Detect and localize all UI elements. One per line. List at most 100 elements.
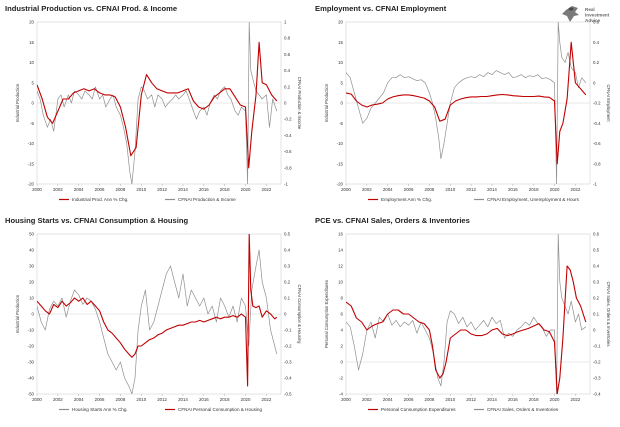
- y-left-tick-label: 50: [29, 232, 34, 237]
- plot-area: [345, 233, 591, 395]
- x-tick-label: 2020: [550, 397, 560, 402]
- x-tick-label: 2020: [241, 397, 251, 402]
- legend-label: Housing Starts Ann % Chg.: [72, 407, 128, 412]
- y-right-tick-label: 0.3: [284, 264, 291, 269]
- y-left-tick-label: -40: [28, 376, 35, 381]
- y-left-tick-label: 10: [338, 60, 343, 65]
- y-left-tick-label: 15: [29, 40, 34, 45]
- y-right-axis-label: CFNAI Sales, Orders & Inventories: [606, 282, 611, 347]
- y-right-tick-label: 0.6: [593, 20, 600, 25]
- y-right-tick-label: 0.2: [593, 60, 600, 65]
- y-right-tick-label: 0.5: [284, 232, 291, 237]
- x-tick-label: 2002: [362, 397, 372, 402]
- y-left-tick-label: -15: [28, 161, 35, 166]
- y-left-tick-label: -15: [337, 161, 344, 166]
- y-right-tick-label: -0.6: [593, 141, 601, 146]
- y-right-tick-label: 0.1: [593, 312, 600, 317]
- chart-pce: PCE vs. CFNAI Sales, Orders & Inventorie…: [315, 216, 611, 412]
- y-left-tick-label: 0: [341, 101, 344, 106]
- x-tick-label: 2002: [53, 397, 63, 402]
- y-right-tick-label: -0.1: [593, 344, 601, 349]
- x-tick-label: 2002: [362, 187, 372, 192]
- y-left-tick-label: -10: [28, 328, 35, 333]
- x-tick-label: 2008: [425, 187, 435, 192]
- x-tick-label: 2022: [262, 187, 272, 192]
- y-right-tick-label: 0.3: [593, 280, 600, 285]
- y-right-tick-label: -0.1: [284, 328, 292, 333]
- legend-label: CFNAI Sales, Orders & Inventories: [487, 407, 559, 412]
- x-tick-label: 2012: [157, 397, 167, 402]
- y-right-axis-label: CFNAI Consumption & Housing: [297, 285, 302, 345]
- y-right-tick-label: 0.2: [284, 84, 291, 89]
- x-tick-label: 2016: [508, 187, 518, 192]
- x-tick-label: 2006: [95, 397, 105, 402]
- x-tick-label: 2000: [341, 397, 351, 402]
- x-tick-label: 2020: [550, 187, 560, 192]
- y-right-axis-label: CFNAI Employment: [606, 85, 611, 123]
- y-left-tick-label: -50: [28, 392, 35, 397]
- chart-housing-starts: Housing Starts vs. CFNAI Consumption & H…: [5, 216, 302, 412]
- x-tick-label: 2004: [74, 397, 84, 402]
- y-right-tick-label: 0.4: [593, 40, 600, 45]
- x-tick-label: 2008: [116, 187, 126, 192]
- y-left-tick-label: 8: [341, 296, 344, 301]
- y-right-tick-label: 0.8: [284, 36, 291, 41]
- y-right-tick-label: -0.4: [593, 392, 601, 397]
- x-tick-label: 2016: [508, 397, 518, 402]
- x-tick-label: 2022: [571, 187, 581, 192]
- x-tick-label: 2010: [445, 397, 455, 402]
- chart-title: PCE vs. CFNAI Sales, Orders & Inventorie…: [315, 216, 470, 225]
- y-left-tick-label: 20: [29, 280, 34, 285]
- y-left-tick-label: 0: [32, 101, 35, 106]
- x-tick-label: 2012: [466, 397, 476, 402]
- x-tick-label: 2018: [220, 187, 230, 192]
- x-tick-label: 2016: [199, 397, 209, 402]
- x-tick-label: 2018: [529, 397, 539, 402]
- eagle-icon: [562, 6, 579, 22]
- y-right-tick-label: -1: [284, 182, 288, 187]
- y-right-axis-label: CFNAI Production & Income: [297, 77, 302, 130]
- y-left-tick-label: 30: [29, 264, 34, 269]
- y-left-tick-label: 16: [338, 232, 343, 237]
- y-right-tick-label: -0.2: [593, 360, 601, 365]
- x-tick-label: 2008: [425, 397, 435, 402]
- y-left-tick-label: 2: [341, 344, 344, 349]
- x-tick-label: 2012: [157, 187, 167, 192]
- y-left-tick-label: 0: [341, 360, 344, 365]
- y-left-axis-label: Personal Consumption Expenditures: [324, 280, 329, 348]
- y-right-tick-label: -0.8: [284, 165, 292, 170]
- y-right-tick-label: -0.5: [284, 392, 292, 397]
- x-tick-label: 2004: [383, 187, 393, 192]
- y-right-tick-label: -0.4: [284, 376, 292, 381]
- y-left-tick-label: -10: [28, 141, 35, 146]
- y-right-tick-label: -0.2: [284, 344, 292, 349]
- x-tick-label: 2014: [487, 187, 497, 192]
- x-tick-label: 2004: [383, 397, 393, 402]
- chart-title: Employment vs. CFNAI Employment: [315, 4, 447, 13]
- y-left-axis-label: Industrial Production: [15, 294, 20, 333]
- x-tick-label: 2018: [529, 187, 539, 192]
- y-left-tick-label: 5: [341, 80, 344, 85]
- x-tick-label: 2006: [404, 187, 414, 192]
- y-right-tick-label: -0.4: [284, 133, 292, 138]
- y-right-tick-label: -0.3: [593, 376, 601, 381]
- y-left-tick-label: -20: [28, 344, 35, 349]
- y-left-tick-label: 12: [338, 264, 343, 269]
- y-right-tick-label: 0.2: [593, 296, 600, 301]
- logo-line-2: Investment: [585, 13, 610, 18]
- y-left-tick-label: 4: [341, 328, 344, 333]
- y-left-tick-label: 5: [32, 80, 35, 85]
- y-right-tick-label: 1: [284, 20, 287, 25]
- y-right-tick-label: 0.6: [284, 52, 291, 57]
- y-left-tick-label: -4: [339, 392, 343, 397]
- y-left-tick-label: 15: [338, 40, 343, 45]
- y-left-tick-label: -20: [28, 182, 35, 187]
- x-tick-label: 2012: [466, 187, 476, 192]
- y-left-tick-label: 14: [338, 248, 343, 253]
- x-tick-label: 2008: [116, 397, 126, 402]
- series-line-red: [37, 41, 278, 169]
- x-tick-label: 2002: [53, 187, 63, 192]
- y-right-tick-label: -0.2: [593, 101, 601, 106]
- y-right-tick-label: 0: [593, 80, 596, 85]
- x-tick-label: 2004: [74, 187, 84, 192]
